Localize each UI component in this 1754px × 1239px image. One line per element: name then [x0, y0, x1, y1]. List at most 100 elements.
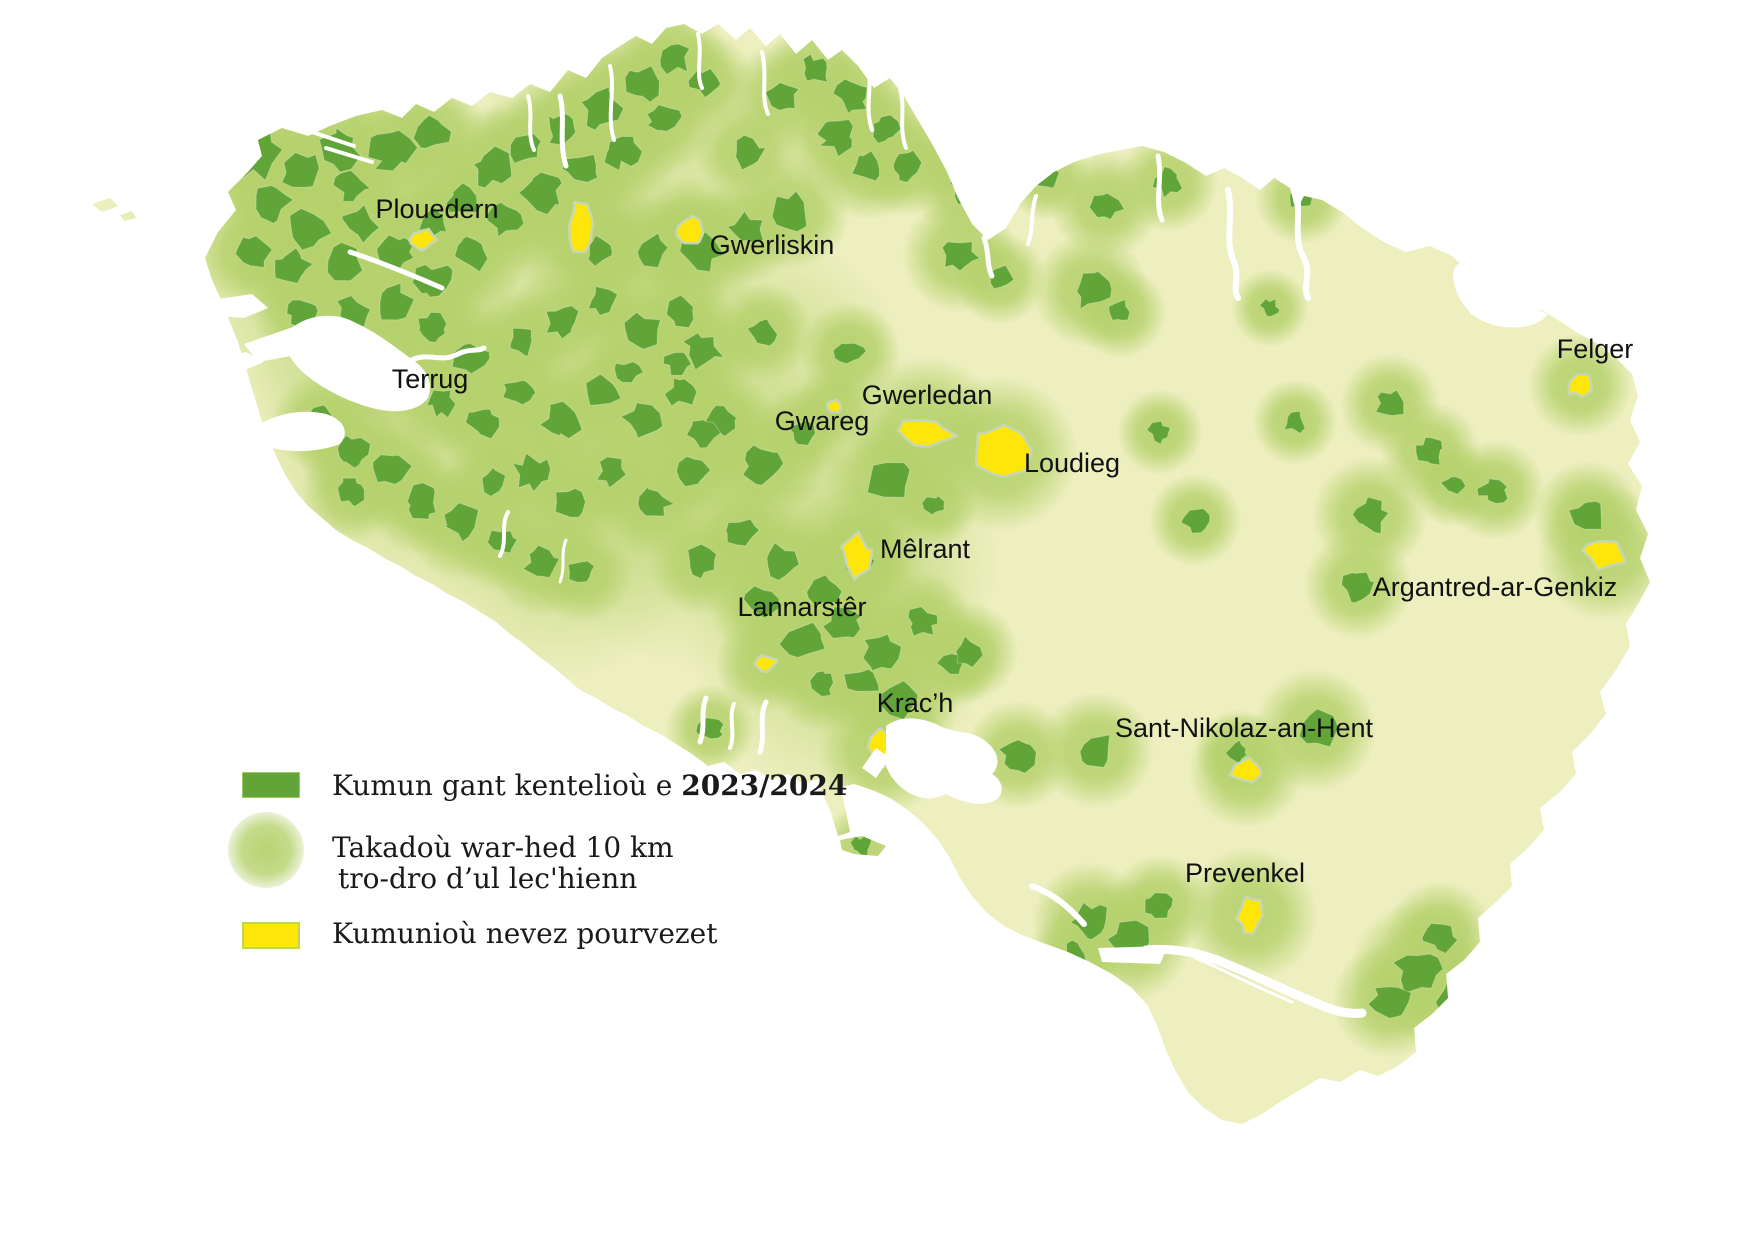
legend-swatch-new-communes	[242, 922, 300, 949]
commune-shape	[941, 241, 981, 272]
commune-shape	[662, 351, 692, 376]
commune-shape	[596, 456, 627, 489]
river-shape	[304, 128, 356, 148]
commune-shape	[620, 402, 664, 439]
commune-shape	[587, 285, 618, 317]
commune-shape	[376, 234, 415, 270]
river-shape	[1293, 183, 1311, 301]
commune-shape	[281, 151, 320, 188]
commune-shape	[1144, 892, 1174, 919]
commune-shape	[1258, 298, 1281, 318]
new-commune-shape	[825, 398, 843, 414]
map-label-argantred: Argantred-ar-Genkiz	[1373, 572, 1618, 602]
commune-shape	[1079, 734, 1111, 768]
commune-shape	[554, 487, 586, 518]
commune-shape	[1375, 389, 1405, 417]
river-shape	[1141, 944, 1367, 1018]
river-shape	[981, 235, 995, 279]
river-shape	[347, 249, 445, 291]
commune-shape	[623, 311, 662, 350]
commune-shape	[806, 574, 843, 604]
commune-shape	[511, 452, 552, 493]
commune-shape	[1076, 270, 1113, 310]
new-commune-shape	[1567, 373, 1593, 399]
commune-shape	[337, 477, 365, 508]
river-shape	[760, 50, 770, 116]
commune-shape	[465, 408, 500, 440]
commune-shape	[636, 232, 669, 269]
commune-shape	[665, 294, 695, 329]
commune-shape	[687, 68, 722, 98]
river-shape	[1155, 153, 1165, 223]
commune-shape	[659, 43, 691, 76]
commune-shape	[872, 114, 902, 145]
water-shape	[1453, 259, 1548, 328]
commune-shape	[522, 544, 561, 579]
river-shape	[1194, 956, 1294, 1004]
commune-shape	[234, 235, 273, 269]
commune-shape	[685, 419, 722, 449]
commune-shape	[832, 342, 867, 365]
commune-shape	[585, 373, 622, 406]
new-commune-shape	[408, 227, 439, 252]
new-commune-shape	[1581, 539, 1627, 572]
legend-swatch-halo	[228, 812, 304, 888]
new-commune-shape	[840, 530, 874, 581]
river-shape	[1026, 194, 1038, 246]
commune-shape	[1489, 994, 1520, 1027]
commune-shape	[789, 420, 816, 446]
river-shape	[1225, 187, 1241, 301]
map-labels: Plouedern Gwerliskin Terrug Gwerledan Gw…	[375, 194, 1633, 888]
river-shape	[757, 699, 769, 755]
commune-shape	[725, 518, 760, 547]
halo-circle	[1451, 961, 1553, 1063]
commune-shape	[1069, 901, 1108, 940]
commune-shape	[472, 145, 513, 189]
water-shape	[204, 352, 264, 374]
river-shape	[324, 146, 374, 164]
water-layer	[204, 32, 1548, 1018]
commune-shape	[337, 434, 372, 469]
map-label-gwerliskin: Gwerliskin	[710, 230, 835, 260]
river-shape	[1029, 883, 1087, 927]
map-label-melrant: Mêlrant	[880, 534, 971, 564]
commune-shape	[851, 150, 881, 182]
commune-shape	[1439, 476, 1467, 495]
commune-shape	[481, 466, 506, 497]
commune-shape	[663, 377, 698, 407]
commune-shape	[955, 635, 984, 669]
commune-shape	[646, 104, 683, 132]
map-label-loudieg: Loudieg	[1024, 448, 1120, 478]
river-shape	[696, 32, 704, 90]
commune-shape	[587, 234, 613, 267]
water-shape	[862, 748, 890, 778]
commune-shape	[1351, 496, 1390, 535]
halo-circle	[1255, 151, 1349, 245]
commune-shape	[746, 318, 778, 347]
commune-shape	[816, 119, 854, 158]
commune-shape	[1298, 708, 1339, 748]
legend-label-communes: Kumun gant kentelioù e 2023/2024	[332, 770, 847, 801]
commune-shape	[379, 282, 415, 321]
commune-shape	[809, 670, 834, 697]
commune-shape	[418, 206, 448, 237]
commune-shape	[682, 332, 725, 371]
commune-shape	[485, 201, 525, 238]
map-label-lannarster: Lannarstêr	[737, 592, 866, 622]
commune-shape	[940, 133, 974, 170]
commune-shape	[1421, 922, 1459, 954]
water-shape	[285, 315, 430, 412]
commune-shape	[726, 210, 764, 245]
commune-shape	[1568, 500, 1603, 530]
map-label-felger: Felger	[1557, 334, 1634, 364]
legend-communes-year: 2023/2024	[681, 769, 848, 802]
river-shape	[558, 538, 568, 584]
commune-shape	[862, 633, 902, 672]
map-label-terrug: Terrug	[392, 364, 469, 394]
commune-shape	[509, 327, 533, 357]
commune-shape	[881, 680, 919, 721]
commune-shape	[332, 169, 371, 203]
water-shape	[248, 411, 345, 452]
map-label-gwareg: Gwareg	[775, 406, 870, 436]
commune-shape	[676, 455, 712, 488]
